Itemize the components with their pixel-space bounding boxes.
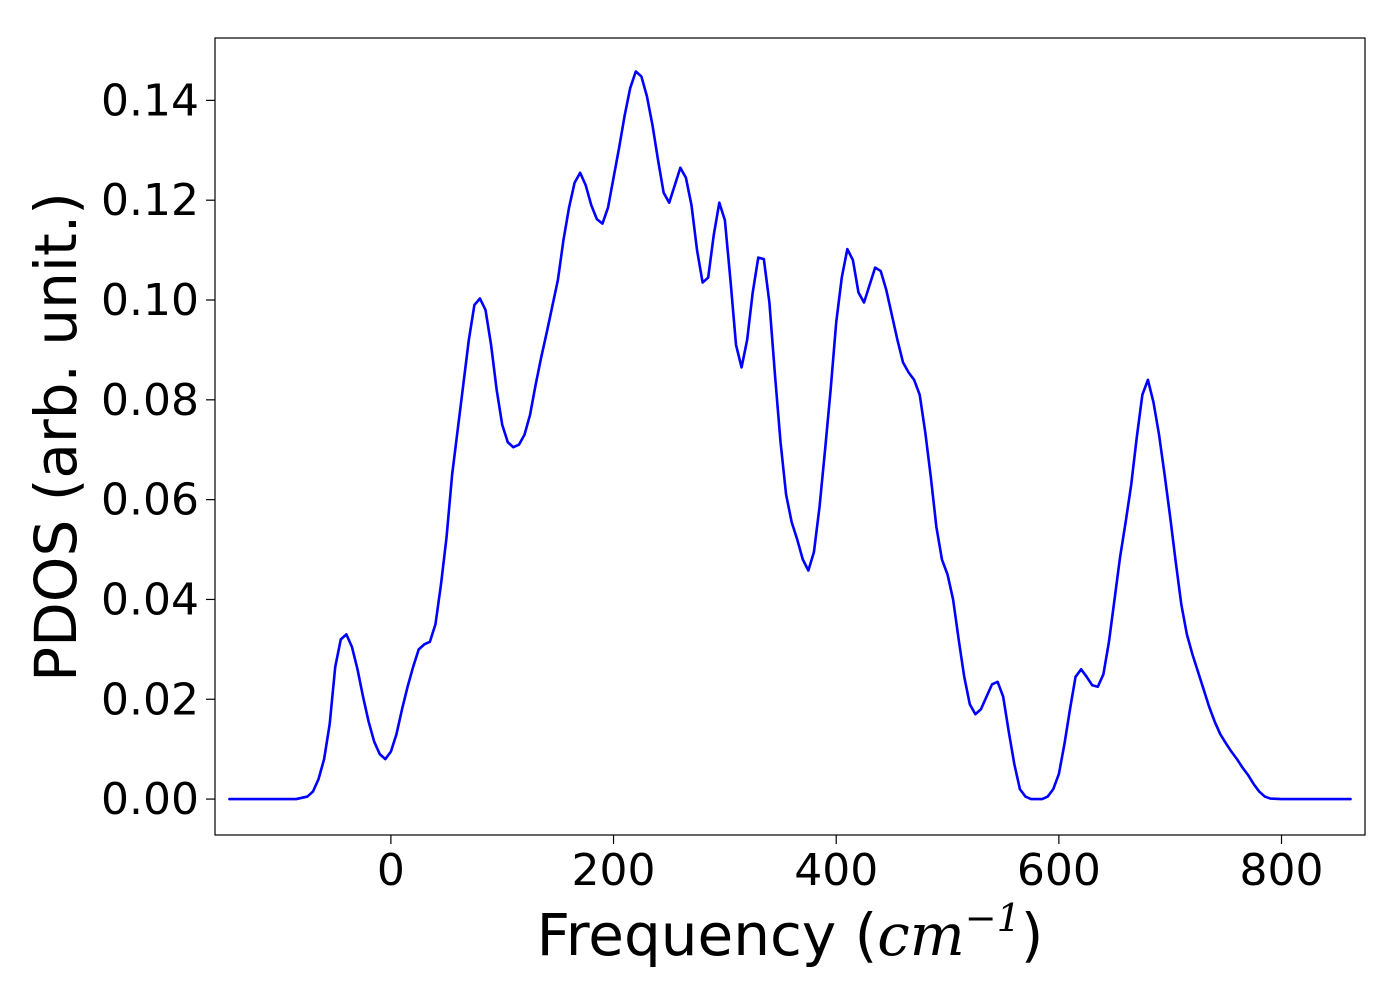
x-axis-label: Frequency (cm−1): [537, 896, 1044, 969]
x-tick-label: 800: [1240, 845, 1324, 896]
y-tick-label: 0.04: [101, 574, 199, 625]
y-axis-label: PDOS (arb. unit.): [22, 192, 90, 682]
y-tick-label: 0.02: [101, 674, 199, 725]
y-tick-label: 0.00: [101, 774, 199, 825]
pdos-series-line: [228, 70, 1352, 801]
x-axis-label-text: Frequency: [537, 901, 837, 969]
x-tick-label: 0: [377, 845, 405, 896]
x-axis-unit-base: cm: [877, 901, 964, 969]
x-tick-label: 200: [572, 845, 656, 896]
x-tick-label: 600: [1017, 845, 1101, 896]
series-layer: [228, 70, 1352, 801]
y-tick-label: 0.10: [101, 275, 199, 326]
x-axis-unit-exponent: −1: [965, 896, 1021, 940]
y-tick-label: 0.12: [101, 175, 199, 226]
y-tick-label: 0.06: [101, 475, 199, 526]
x-axis-ticks: 0 200 400 600 800: [377, 835, 1324, 896]
y-axis-ticks: 0.00 0.02 0.04 0.06 0.08 0.10 0.12 0.14: [101, 75, 215, 825]
x-tick-label: 400: [794, 845, 878, 896]
y-tick-label: 0.14: [101, 75, 199, 126]
plot-frame: [214, 37, 1366, 836]
y-tick-label: 0.08: [101, 375, 199, 426]
